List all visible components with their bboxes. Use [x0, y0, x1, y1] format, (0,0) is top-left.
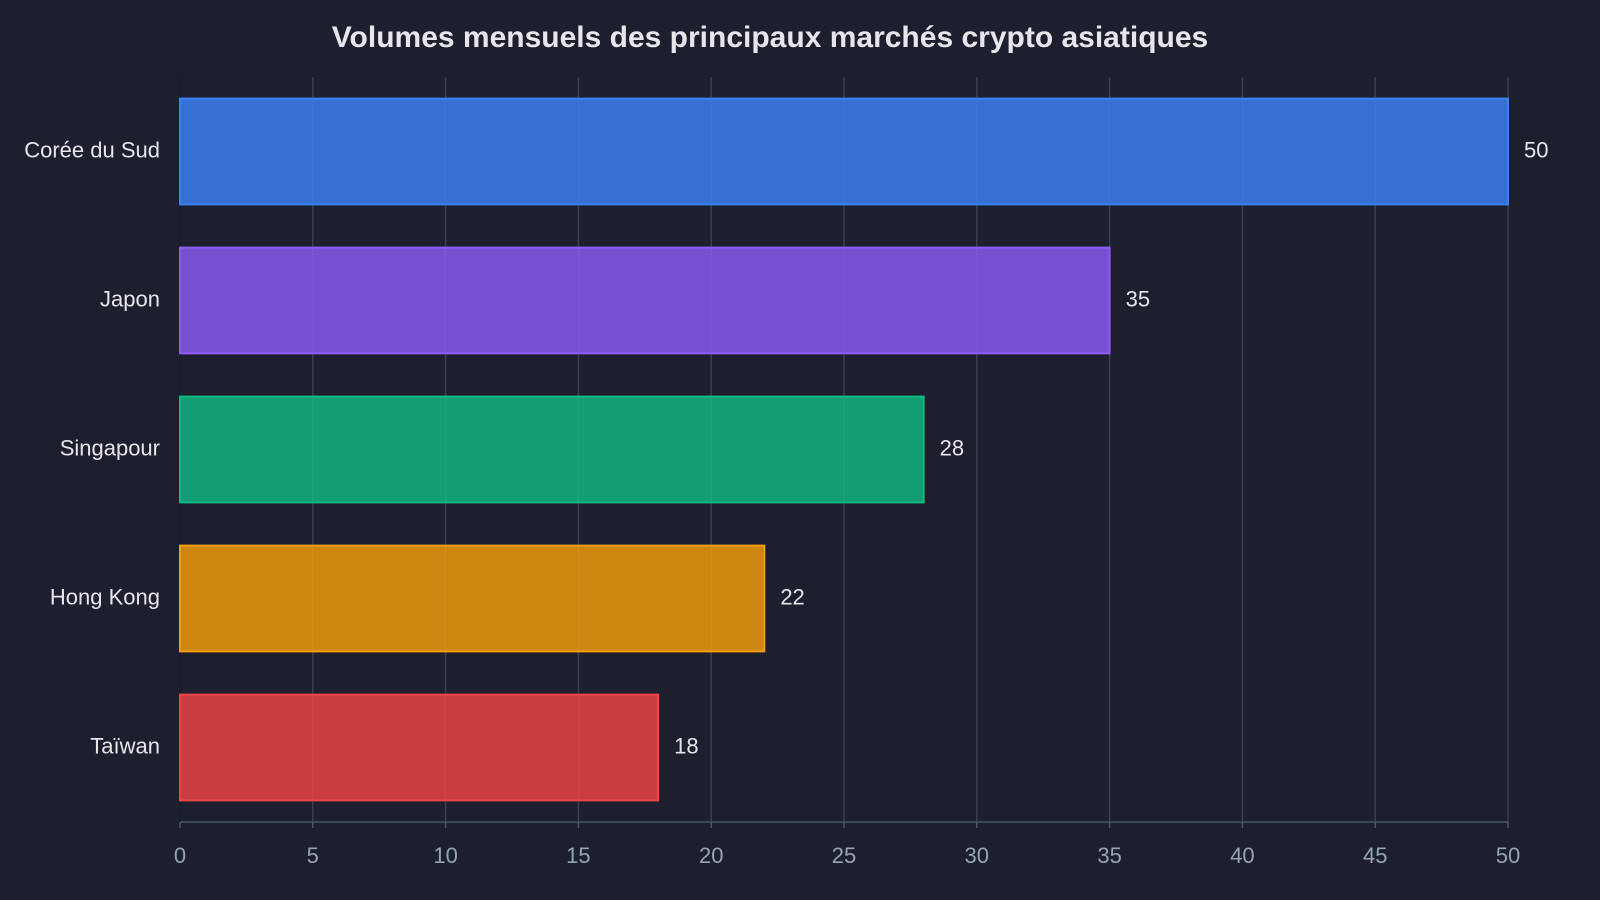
- y-tick-label: Hong Kong: [50, 584, 160, 609]
- x-tick-label: 15: [566, 843, 590, 868]
- bar: [179, 395, 925, 504]
- bar: [179, 97, 1509, 206]
- x-tick-label: 0: [174, 843, 186, 868]
- x-tick-label: 30: [965, 843, 989, 868]
- data-label: 50: [1524, 137, 1548, 162]
- y-tick-label: Taïwan: [90, 733, 160, 758]
- data-label: 35: [1126, 286, 1150, 311]
- x-tick-label: 45: [1363, 843, 1387, 868]
- bar: [179, 544, 766, 653]
- chart-title: Volumes mensuels des principaux marchés …: [332, 21, 1208, 54]
- x-tick-label: 10: [433, 843, 457, 868]
- x-tick-label: 25: [832, 843, 856, 868]
- bar: [179, 246, 1111, 355]
- bar: [179, 693, 660, 802]
- y-tick-label: Corée du Sud: [24, 137, 160, 162]
- data-label: 18: [674, 733, 698, 758]
- data-label: 28: [940, 435, 964, 460]
- x-tick-label: 20: [699, 843, 723, 868]
- x-tick-label: 50: [1496, 843, 1520, 868]
- x-tick-label: 5: [307, 843, 319, 868]
- y-tick-label: Japon: [100, 286, 160, 311]
- data-label: 22: [780, 584, 804, 609]
- x-tick-label: 35: [1097, 843, 1121, 868]
- x-tick-label: 40: [1230, 843, 1254, 868]
- y-tick-label: Singapour: [60, 435, 160, 460]
